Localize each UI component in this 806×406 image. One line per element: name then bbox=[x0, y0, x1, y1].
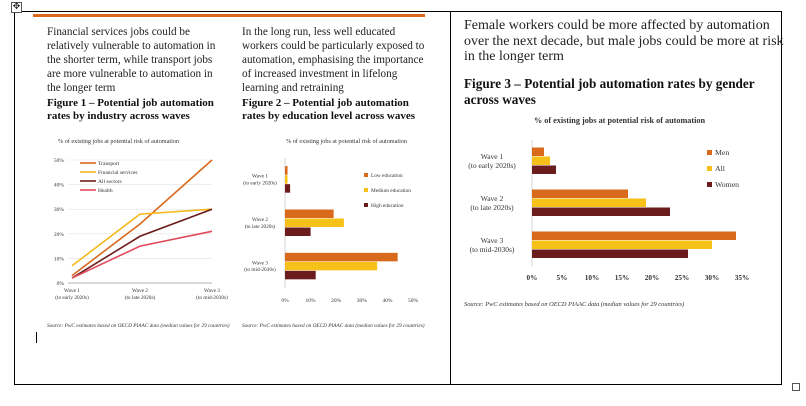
figure3-x-tick-label: 35% bbox=[735, 273, 750, 282]
figure2-source: Source: PwC estimates based on OECD PIAA… bbox=[242, 323, 425, 329]
figure2-legend-label: Medium education bbox=[371, 188, 411, 194]
figure3-bar bbox=[532, 231, 736, 240]
figure2-category-label: Wave 2 bbox=[252, 217, 268, 223]
figure1-y-tick-label: 0% bbox=[57, 281, 65, 287]
figure1-title: Figure 1 – Potential job automation rate… bbox=[47, 97, 214, 122]
figure2-x-tick-label: 10% bbox=[306, 298, 317, 304]
figure1-series-line bbox=[71, 208, 213, 267]
figure2-x-tick-label: 40% bbox=[382, 298, 393, 304]
figure3-bar bbox=[532, 240, 712, 249]
figure2-bar-chart: 0% 10% 20% 30% 40% 50% Wave 1(to early 2020s) W… bbox=[243, 158, 419, 304]
figure1-legend-label: Health bbox=[98, 188, 113, 194]
figure3-category-label: (to late 2020s) bbox=[470, 203, 514, 212]
figure3-category-label: Wave 3 bbox=[481, 236, 504, 245]
figure3-source: Source: PwC estimates based on OECD PIAA… bbox=[464, 301, 685, 308]
figure2-category-label: (to early 2020s) bbox=[243, 179, 277, 186]
figure2-bar bbox=[285, 261, 378, 271]
figure1-x-tick-label: Wave 1 bbox=[64, 288, 80, 294]
table-frame bbox=[14, 11, 782, 385]
figure3-legend-label: All bbox=[715, 164, 726, 173]
figure3-bar bbox=[532, 189, 628, 198]
figure3-legend-label: Men bbox=[715, 148, 729, 157]
figure1-series-line bbox=[71, 208, 213, 279]
figure3-x-tick-label: 20% bbox=[645, 273, 660, 282]
figure3-x-tick-label: 5% bbox=[557, 273, 568, 282]
figure1-line-chart: 0% 10% 20% 30% 40% 50% Wave 1(to early 2020s) W… bbox=[54, 158, 228, 301]
figure3-title: Figure 3 – Potential job automation rate… bbox=[464, 76, 755, 107]
header-accent-rule bbox=[33, 14, 425, 17]
figure3-category-label: Wave 1 bbox=[481, 152, 504, 161]
figure2-legend-swatch bbox=[364, 173, 368, 177]
figure3-bar bbox=[532, 249, 688, 258]
figure2-legend-label: Low education bbox=[371, 173, 403, 179]
figure1-y-tick-label: 50% bbox=[54, 158, 65, 164]
figure1-legend-label: Financial services bbox=[98, 170, 138, 176]
intro-text-financial: Financial services jobs could be relativ… bbox=[47, 26, 216, 94]
figure1-series-line bbox=[71, 230, 213, 279]
table-move-handle-icon[interactable]: ✥ bbox=[11, 2, 22, 13]
figure2-x-tick-label: 20% bbox=[331, 298, 342, 304]
figure2-legend-label: High education bbox=[371, 203, 404, 209]
figure1-x-tick-label: (to early 2020s) bbox=[55, 294, 89, 301]
figure1-y-tick-label: 40% bbox=[54, 183, 65, 189]
figure1-y-tick-label: 10% bbox=[54, 256, 65, 262]
figure3-legend-label: Women bbox=[715, 180, 739, 189]
figure3-x-tick-label: 10% bbox=[585, 273, 600, 282]
figure3-x-tick-label: 25% bbox=[675, 273, 690, 282]
figure2-bar bbox=[285, 184, 291, 193]
figure3-category-label: (to early 2020s) bbox=[468, 161, 516, 170]
figure2-x-tick-label: 50% bbox=[408, 298, 419, 304]
figure3-legend-swatch bbox=[707, 182, 712, 187]
figure1-legend-label: Transport bbox=[98, 161, 120, 167]
figure3-bar bbox=[532, 147, 544, 156]
table-column-divider bbox=[450, 11, 451, 384]
figure1-x-tick-label: Wave 2 bbox=[132, 288, 148, 294]
figure3-legend-swatch bbox=[707, 166, 712, 171]
figure1-x-tick-label: (to mid-2030s) bbox=[196, 294, 228, 301]
figure2-category-label: Wave 1 bbox=[252, 174, 268, 180]
figure2-unit-label: % of existing jobs at potential risk of … bbox=[286, 138, 407, 145]
figure3-bar bbox=[532, 156, 550, 165]
figure1-source: Source: PwC estimates based on OECD PIAA… bbox=[47, 323, 230, 329]
figure2-x-tick-label: 0% bbox=[281, 298, 289, 304]
figure3-x-tick-label: 15% bbox=[615, 273, 630, 282]
figure2-category-label: (to mid-2030s) bbox=[244, 266, 276, 273]
figure2-bar bbox=[285, 270, 316, 280]
figure2-bar bbox=[285, 175, 288, 184]
figure3-legend-swatch bbox=[707, 150, 712, 155]
figure2-bar bbox=[285, 166, 288, 175]
figure3-x-tick-label: 0% bbox=[527, 273, 538, 282]
figure3-bar bbox=[532, 207, 670, 216]
figure3-bar bbox=[532, 165, 556, 174]
figure2-x-tick-label: 30% bbox=[357, 298, 368, 304]
table-resize-handle[interactable] bbox=[792, 383, 800, 391]
figure1-legend-label: All sectors bbox=[98, 179, 122, 185]
figure2-bar bbox=[285, 209, 334, 218]
figure3-unit-label: % of existing jobs at potential risk of … bbox=[534, 116, 706, 125]
figure2-legend-swatch bbox=[364, 203, 368, 207]
figure1-y-tick-label: 30% bbox=[54, 207, 65, 213]
figure2-category-label: (to late 2020s) bbox=[245, 223, 276, 230]
figure3-category-label: Wave 2 bbox=[481, 194, 504, 203]
figure2-bar bbox=[285, 218, 344, 227]
text-cursor bbox=[36, 332, 37, 343]
figure2-bar bbox=[285, 252, 398, 262]
figure1-unit-label: % of existing jobs at potential risk of … bbox=[58, 138, 179, 145]
figure2-title: Figure 2 – Potential job automation rate… bbox=[242, 97, 416, 122]
intro-text-education: In the long run, less well educated work… bbox=[242, 26, 425, 94]
figure2-bar bbox=[285, 227, 311, 236]
figure1-series-line bbox=[71, 159, 213, 277]
figure2-legend-swatch bbox=[364, 188, 368, 192]
right-headline: Female workers could be more affected by… bbox=[464, 18, 784, 64]
figure1-x-tick-label: Wave 3 bbox=[204, 288, 220, 294]
figure1-y-tick-label: 20% bbox=[54, 232, 65, 238]
figure3-bar-chart: 0% 5% 10% 15% 20% 25% 30% 35% Wave 1(to early 20… bbox=[468, 140, 750, 282]
figure1-x-tick-label: (to late 2020s) bbox=[125, 294, 156, 301]
figure3-x-tick-label: 30% bbox=[705, 273, 720, 282]
figure3-category-label: (to mid-2030s) bbox=[470, 245, 515, 254]
figure2-category-label: Wave 3 bbox=[252, 260, 268, 266]
figure3-bar bbox=[532, 198, 646, 207]
